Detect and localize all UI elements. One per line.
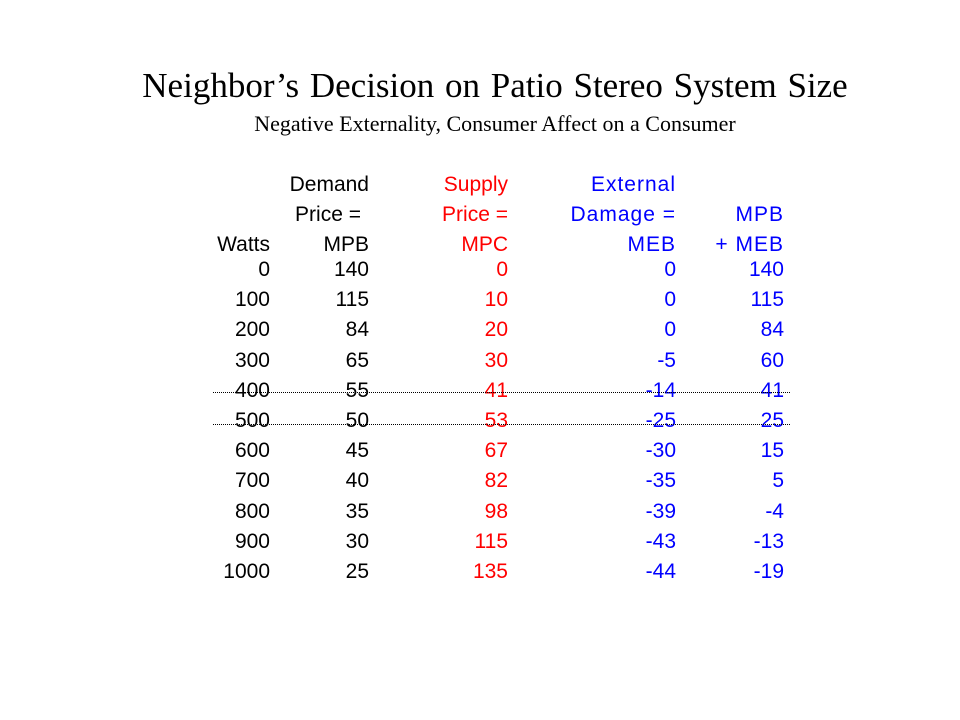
header-demand-line2: Price = xyxy=(295,203,361,226)
cell-mpc: 30 xyxy=(484,348,508,372)
cell-mpc: 82 xyxy=(484,469,508,493)
cell-watts: 1000 xyxy=(223,560,270,583)
header-external-line1: External xyxy=(590,173,676,196)
cell-mpb-plus-meb: -4 xyxy=(765,499,784,523)
cell-mpb-plus-meb: 15 xyxy=(760,439,784,463)
cell-mpb: 35 xyxy=(345,499,369,523)
cell-mpb: 84 xyxy=(345,318,369,342)
cell-mpc: 115 xyxy=(474,529,508,553)
cell-watts: 900 xyxy=(234,529,270,553)
cell-meb: -14 xyxy=(645,378,676,402)
cell-mpb: 140 xyxy=(333,258,369,281)
separator-line-upper xyxy=(213,392,790,393)
slide-title: Neighbor’s Decision on Patio Stereo Syst… xyxy=(142,66,848,105)
cell-watts: 0 xyxy=(258,258,270,281)
cell-mpb: 65 xyxy=(345,348,369,372)
cell-mpb-plus-meb: 5 xyxy=(772,469,784,493)
cell-mpc: 53 xyxy=(484,409,508,432)
cell-watts: 400 xyxy=(234,378,270,402)
cell-mpb-plus-meb: 115 xyxy=(750,288,784,312)
cell-mpb-plus-meb: 60 xyxy=(760,348,784,372)
cell-mpc: 135 xyxy=(472,560,508,583)
cell-mpc: 41 xyxy=(484,378,508,402)
header-demand-line3: MPB xyxy=(323,233,369,256)
cell-meb: -30 xyxy=(645,439,676,463)
cell-watts: 100 xyxy=(234,288,270,312)
cell-mpb: 50 xyxy=(345,409,369,432)
header-external-line3: MEB xyxy=(627,233,676,256)
cell-mpb-plus-meb: -13 xyxy=(753,529,784,553)
header-supply-line2: Price = xyxy=(442,203,508,226)
header-mpb-meb-line2: MPB xyxy=(735,203,784,226)
cell-watts: 600 xyxy=(234,439,270,463)
cell-mpb: 30 xyxy=(345,529,369,553)
cell-meb: -39 xyxy=(645,499,676,523)
cell-mpb: 40 xyxy=(345,469,369,493)
separator-line-lower xyxy=(213,424,790,425)
cell-watts: 500 xyxy=(234,409,270,432)
cell-mpc: 67 xyxy=(484,439,508,463)
cell-meb: 0 xyxy=(664,288,676,312)
cell-mpb: 25 xyxy=(345,560,369,583)
cell-watts: 800 xyxy=(234,499,270,523)
header-supply-line1: Supply xyxy=(443,173,508,196)
cell-mpb-plus-meb: 41 xyxy=(760,378,784,402)
cell-mpc: 98 xyxy=(484,499,508,523)
header-external-line2: Damage = xyxy=(570,203,676,226)
cell-meb: -44 xyxy=(645,560,676,583)
cell-meb: -25 xyxy=(645,409,676,432)
cell-meb: -5 xyxy=(657,348,676,372)
header-supply-line3: MPC xyxy=(461,233,508,256)
cell-mpb-plus-meb: 140 xyxy=(748,258,784,281)
cell-mpb: 115 xyxy=(335,288,369,312)
cell-mpc: 0 xyxy=(496,258,508,281)
cell-mpb-plus-meb: -19 xyxy=(753,560,784,583)
cell-watts: 300 xyxy=(234,348,270,372)
cell-mpb: 45 xyxy=(345,439,369,463)
header-mpb-meb-line3: + MEB xyxy=(715,233,784,256)
cell-mpb-plus-meb: 25 xyxy=(760,409,784,432)
cell-mpb-plus-meb: 84 xyxy=(760,318,784,342)
slide-subtitle: Negative Externality, Consumer Affect on… xyxy=(254,111,736,136)
cell-mpc: 20 xyxy=(484,318,508,342)
cell-mpb: 55 xyxy=(345,378,369,402)
cell-meb: -35 xyxy=(645,469,676,493)
header-watts: Watts xyxy=(217,233,270,256)
cell-watts: 700 xyxy=(234,469,270,493)
cell-meb: 0 xyxy=(664,318,676,342)
cell-meb: 0 xyxy=(664,258,676,281)
cell-mpc: 10 xyxy=(484,288,508,312)
header-demand-line1: Demand xyxy=(289,173,369,196)
cell-watts: 200 xyxy=(234,318,270,342)
cell-meb: -43 xyxy=(645,529,676,553)
